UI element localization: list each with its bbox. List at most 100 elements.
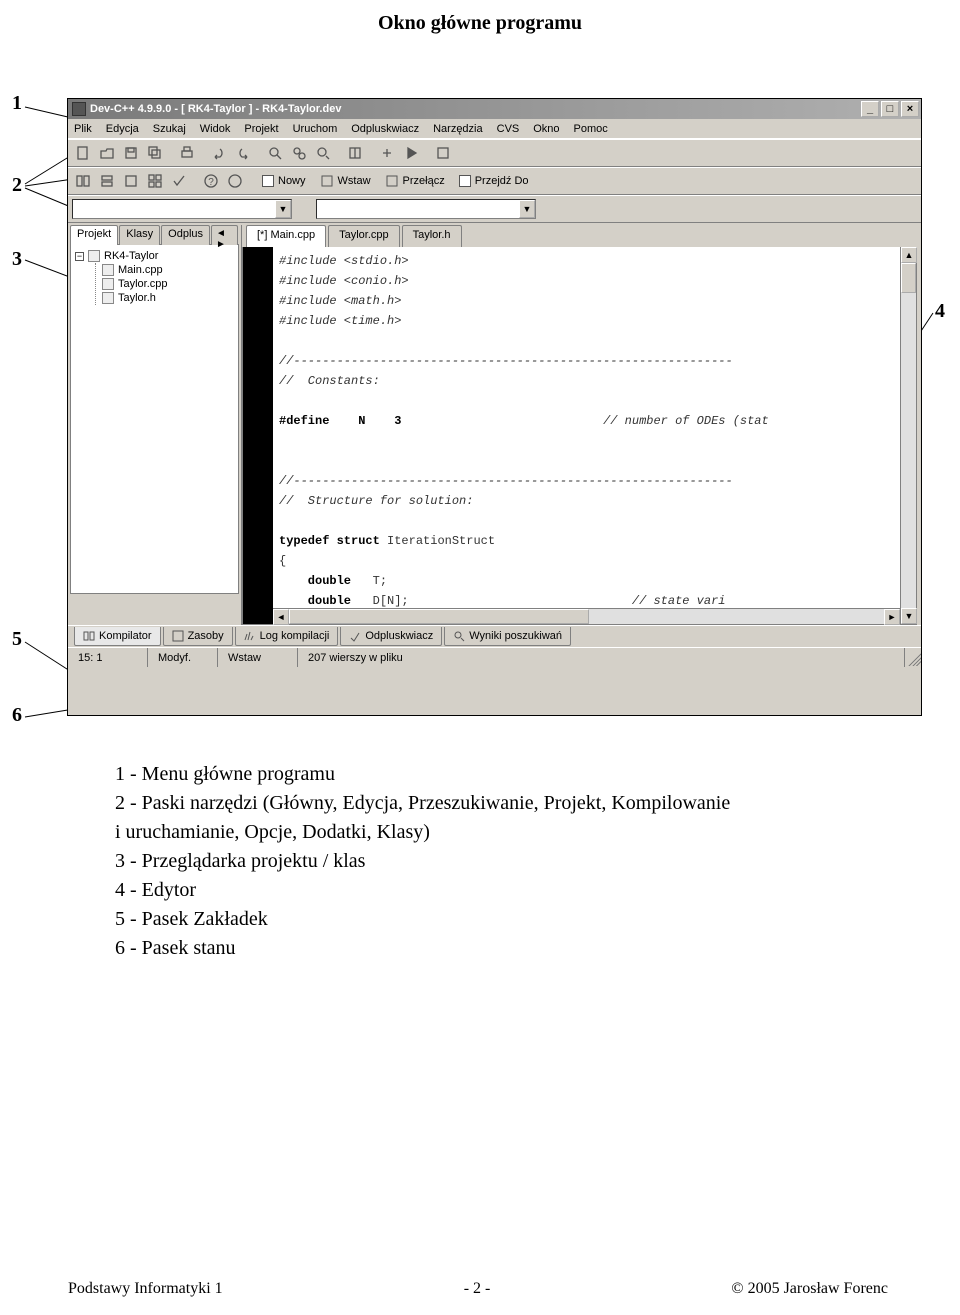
bottom-tab-wyniki[interactable]: Wyniki poszukiwań bbox=[444, 627, 571, 646]
footer: Podstawy Informatyki 1 - 2 - © 2005 Jaro… bbox=[68, 1280, 888, 1298]
tree-file-main[interactable]: Main.cpp bbox=[102, 263, 234, 277]
replace-icon[interactable] bbox=[288, 142, 310, 164]
tb2-icon-4[interactable] bbox=[144, 170, 166, 192]
callout-6: 6 bbox=[12, 704, 22, 727]
combo-2[interactable]: ▼ bbox=[316, 199, 536, 219]
save-all-icon[interactable] bbox=[144, 142, 166, 164]
tree-file-taylor-h[interactable]: Taylor.h bbox=[102, 291, 234, 305]
tb-przelacz[interactable]: Przełącz bbox=[381, 174, 449, 188]
project-sidebar: Projekt Klasy Odplus ◄ ► − RK4-Taylor Ma… bbox=[68, 225, 242, 625]
body-row: Projekt Klasy Odplus ◄ ► − RK4-Taylor Ma… bbox=[68, 247, 921, 625]
project-tree[interactable]: − RK4-Taylor Main.cpp Taylor.cpp Taylor.… bbox=[70, 244, 239, 594]
open-icon[interactable] bbox=[96, 142, 118, 164]
status-ins: Wstaw bbox=[218, 648, 298, 667]
redo-icon[interactable] bbox=[232, 142, 254, 164]
close-button[interactable]: × bbox=[901, 101, 919, 117]
resize-grip-icon[interactable] bbox=[905, 650, 921, 666]
menu-edycja[interactable]: Edycja bbox=[106, 123, 139, 135]
code-area[interactable]: #include <stdio.h> #include <conio.h> #i… bbox=[273, 247, 900, 624]
svg-text:?: ? bbox=[208, 177, 214, 188]
hscroll-thumb[interactable] bbox=[289, 609, 589, 624]
tb2-check-icon[interactable] bbox=[168, 170, 190, 192]
file-icon bbox=[102, 278, 114, 290]
find-icon[interactable] bbox=[264, 142, 286, 164]
combo-1[interactable]: ▼ bbox=[72, 199, 292, 219]
menu-odpluskwiacz[interactable]: Odpluskwiacz bbox=[351, 123, 419, 135]
menu-pomoc[interactable]: Pomoc bbox=[574, 123, 608, 135]
tb-przejdz[interactable]: Przejdź Do bbox=[455, 175, 533, 187]
bottom-tab-zasoby[interactable]: Zasoby bbox=[163, 627, 233, 646]
run-icon[interactable] bbox=[400, 142, 422, 164]
menu-widok[interactable]: Widok bbox=[200, 123, 231, 135]
tb2-icon-2[interactable] bbox=[96, 170, 118, 192]
doc-tab-taylor-h[interactable]: Taylor.h bbox=[402, 225, 462, 247]
bottom-tab-kompilator[interactable]: Kompilator bbox=[74, 627, 161, 646]
menu-okno[interactable]: Okno bbox=[533, 123, 559, 135]
new-file-icon[interactable] bbox=[72, 142, 94, 164]
proj-tab-scroll[interactable]: ◄ ► bbox=[211, 225, 238, 245]
vertical-scrollbar[interactable]: ▲ ▼ bbox=[900, 247, 916, 624]
tb-nowy[interactable]: Nowy bbox=[258, 175, 310, 187]
file-icon bbox=[102, 292, 114, 304]
legend-3: 3 - Przeglądarka projektu / klas bbox=[115, 847, 835, 876]
bottom-tab-log[interactable]: Log kompilacji bbox=[235, 627, 339, 646]
tb2-icon-3[interactable] bbox=[120, 170, 142, 192]
bottom-tabs: Kompilator Zasoby Log kompilacji Odplusk… bbox=[68, 625, 921, 647]
callout-2: 2 bbox=[12, 174, 22, 197]
minimize-button[interactable]: _ bbox=[861, 101, 879, 117]
proj-tab-projekt[interactable]: Projekt bbox=[70, 225, 118, 245]
scroll-left-icon[interactable]: ◄ bbox=[273, 609, 289, 625]
legend-5: 5 - Pasek Zakładek bbox=[115, 905, 835, 934]
doc-tab-main[interactable]: [*] Main.cpp bbox=[246, 225, 326, 247]
tree-file-taylor-cpp[interactable]: Taylor.cpp bbox=[102, 277, 234, 291]
horizontal-scrollbar[interactable]: ◄ ► bbox=[273, 608, 900, 624]
tree-root-label: RK4-Taylor bbox=[104, 250, 158, 262]
app-icon bbox=[72, 102, 86, 116]
maximize-button[interactable]: □ bbox=[881, 101, 899, 117]
undo-icon[interactable] bbox=[208, 142, 230, 164]
file-icon bbox=[102, 264, 114, 276]
menu-uruchom[interactable]: Uruchom bbox=[293, 123, 338, 135]
toolbar-row-2: ? Nowy Wstaw Przełącz Przejdź Do bbox=[68, 167, 921, 195]
scroll-up-icon[interactable]: ▲ bbox=[901, 247, 917, 263]
legend-4: 4 - Edytor bbox=[115, 876, 835, 905]
goto-icon[interactable] bbox=[344, 142, 366, 164]
legend-2: 2 - Paski narzędzi (Główny, Edycja, Prze… bbox=[115, 789, 835, 818]
window-title: Dev-C++ 4.9.9.0 - [ RK4-Taylor ] - RK4-T… bbox=[90, 103, 341, 115]
menu-plik[interactable]: Plik bbox=[74, 123, 92, 135]
bottom-tab-odpluskwiacz[interactable]: Odpluskwiacz bbox=[340, 627, 442, 646]
menu-narzedzia[interactable]: Narzędzia bbox=[433, 123, 483, 135]
collapse-icon[interactable]: − bbox=[75, 252, 84, 261]
proj-tab-odplus[interactable]: Odplus bbox=[161, 225, 210, 245]
status-mod: Modyf. bbox=[148, 648, 218, 667]
status-pos: 15: 1 bbox=[68, 648, 148, 667]
project-icon bbox=[88, 250, 100, 262]
legend-1: 1 - Menu główne programu bbox=[115, 760, 835, 789]
compile-icon[interactable] bbox=[376, 142, 398, 164]
print-icon[interactable] bbox=[176, 142, 198, 164]
menu-cvs[interactable]: CVS bbox=[497, 123, 520, 135]
proj-tab-klasy[interactable]: Klasy bbox=[119, 225, 160, 245]
save-icon[interactable] bbox=[120, 142, 142, 164]
toolbar-row-1 bbox=[68, 139, 921, 167]
legend-6: 6 - Pasek stanu bbox=[115, 934, 835, 963]
status-lines: 207 wierszy w pliku bbox=[298, 648, 905, 667]
project-tabs: Projekt Klasy Odplus ◄ ► bbox=[70, 225, 239, 245]
menu-szukaj[interactable]: Szukaj bbox=[153, 123, 186, 135]
scroll-down-icon[interactable]: ▼ bbox=[901, 608, 917, 624]
tb2-icon-1[interactable] bbox=[72, 170, 94, 192]
toolbar-row-3: ▼ ▼ bbox=[68, 195, 921, 223]
help-icon[interactable]: ? bbox=[200, 170, 222, 192]
doc-tab-taylor-cpp[interactable]: Taylor.cpp bbox=[328, 225, 400, 247]
tree-root[interactable]: − RK4-Taylor bbox=[75, 249, 234, 263]
rebuild-icon[interactable] bbox=[432, 142, 454, 164]
editor-pane[interactable]: #include <stdio.h> #include <conio.h> #i… bbox=[242, 247, 917, 625]
tb-wstaw[interactable]: Wstaw bbox=[316, 174, 375, 188]
menu-projekt[interactable]: Projekt bbox=[244, 123, 278, 135]
find-next-icon[interactable] bbox=[312, 142, 334, 164]
about-icon[interactable] bbox=[224, 170, 246, 192]
legend-2b: i uruchamianie, Opcje, Dodatki, Klasy) bbox=[115, 818, 835, 847]
legend: 1 - Menu główne programu 2 - Paski narzę… bbox=[115, 760, 835, 963]
scroll-thumb[interactable] bbox=[901, 263, 916, 293]
scroll-right-icon[interactable]: ► bbox=[884, 609, 900, 625]
